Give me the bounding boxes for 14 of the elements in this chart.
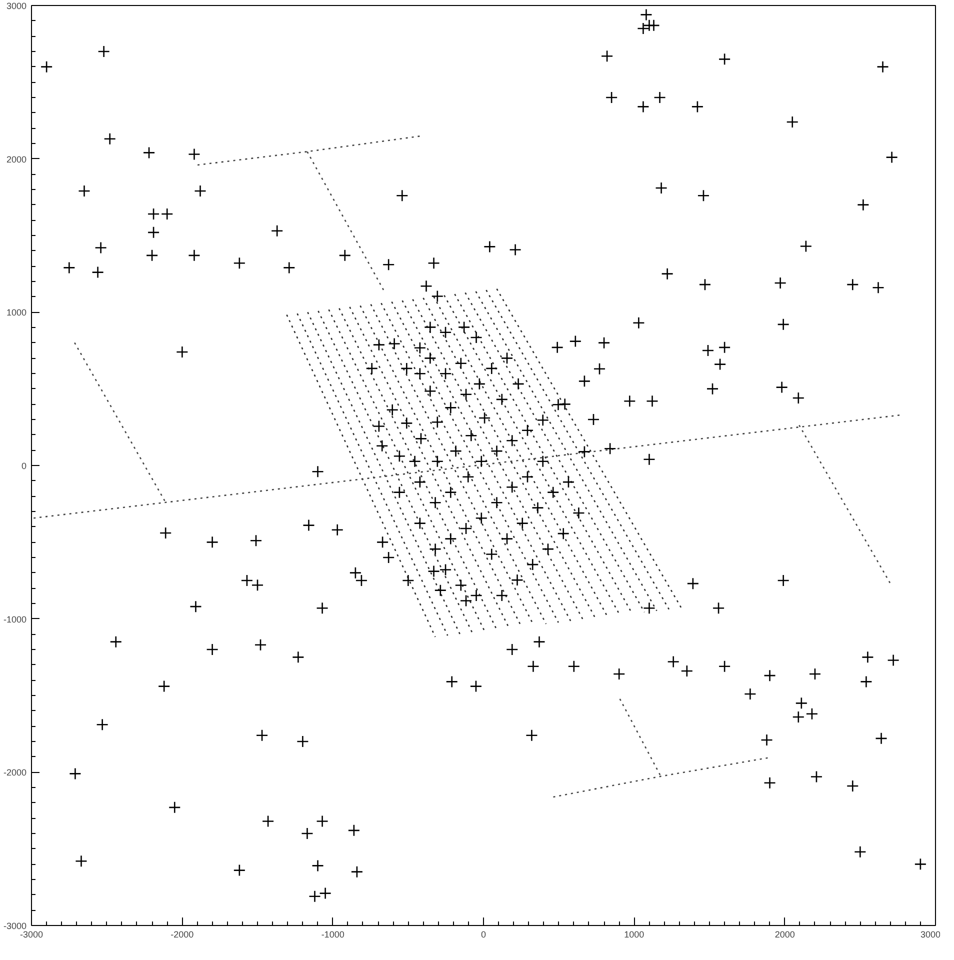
x-tick-label: 3000: [920, 930, 941, 940]
x-tick-label: -3000: [20, 930, 44, 940]
x-tick-label: 0: [480, 930, 486, 940]
y-tick-label: 1000: [6, 308, 27, 318]
y-tick-label: 2000: [6, 154, 27, 164]
y-tick-label: -1000: [3, 614, 27, 624]
y-tick-label: -2000: [3, 768, 27, 778]
y-tick-label: -3000: [3, 921, 27, 931]
x-tick-label: -1000: [321, 930, 344, 940]
x-tick-label: 1000: [624, 930, 644, 940]
x-tick-label: 2000: [774, 930, 795, 940]
x-tick-label: -2000: [170, 930, 194, 940]
y-tick-label: 3000: [6, 1, 27, 11]
y-tick-label: 0: [21, 461, 27, 471]
